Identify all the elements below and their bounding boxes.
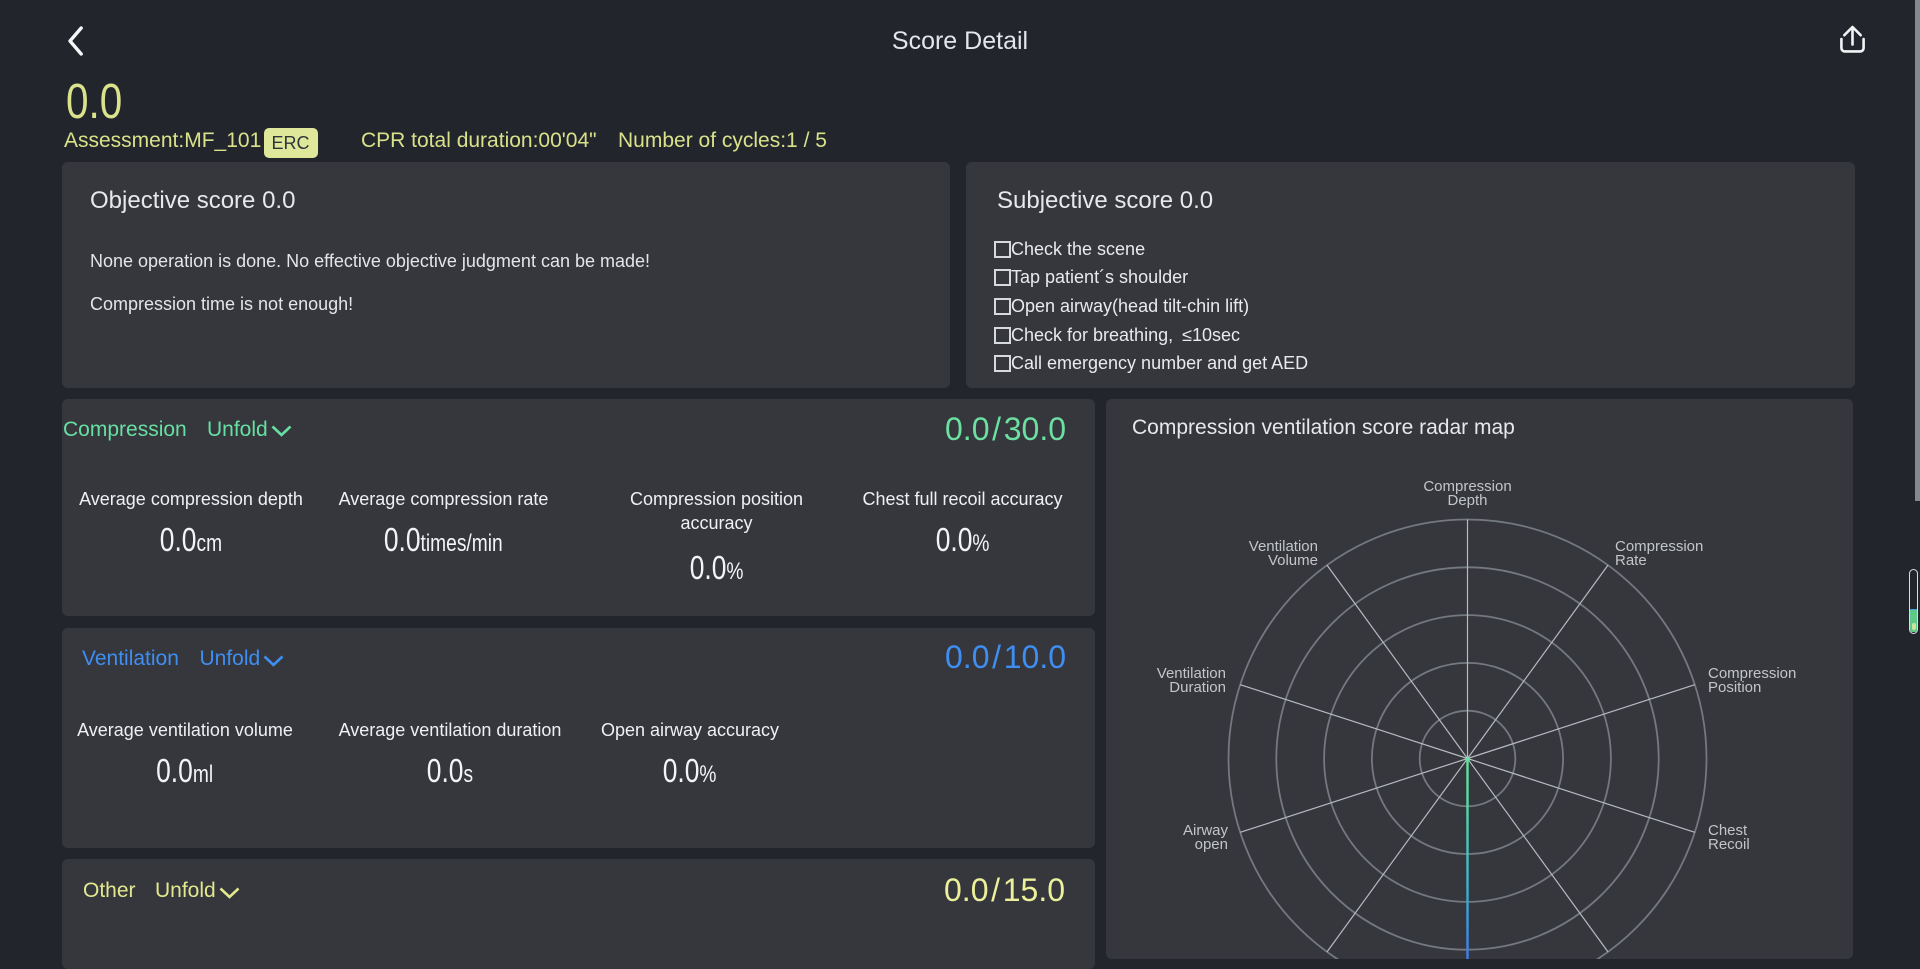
svg-text:Compression: Compression [1708, 665, 1796, 682]
svg-text:Rate: Rate [1615, 552, 1647, 569]
svg-text:Depth: Depth [1447, 492, 1487, 509]
svg-text:Chest: Chest [1708, 822, 1748, 839]
svg-text:Volume: Volume [1268, 552, 1318, 569]
svg-text:Compression: Compression [1423, 478, 1511, 495]
svg-text:Recoil: Recoil [1708, 836, 1750, 853]
svg-text:Ventilation: Ventilation [1249, 538, 1318, 555]
svg-text:Compression: Compression [1615, 538, 1703, 555]
svg-text:open: open [1195, 836, 1228, 853]
svg-text:Position: Position [1708, 679, 1761, 696]
svg-text:Duration: Duration [1169, 679, 1226, 696]
svg-text:Ventilation: Ventilation [1157, 665, 1226, 682]
svg-text:Airway: Airway [1183, 822, 1229, 839]
